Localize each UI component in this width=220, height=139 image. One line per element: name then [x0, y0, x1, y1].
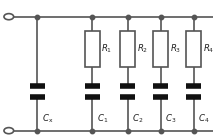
- Text: $C_{1}$: $C_{1}$: [97, 113, 108, 125]
- Bar: [153, 31, 168, 67]
- Bar: [186, 31, 201, 67]
- Bar: [85, 31, 100, 67]
- Text: $R_{1}$: $R_{1}$: [101, 42, 113, 55]
- Text: $R_{2}$: $R_{2}$: [137, 42, 148, 55]
- Text: $C_{\rm x}$: $C_{\rm x}$: [42, 113, 54, 125]
- Text: $C_{4}$: $C_{4}$: [198, 113, 210, 125]
- Text: $R_{3}$: $R_{3}$: [170, 42, 181, 55]
- Circle shape: [4, 128, 14, 134]
- Text: $C_{3}$: $C_{3}$: [165, 113, 177, 125]
- Bar: [120, 31, 135, 67]
- Circle shape: [4, 14, 14, 20]
- Text: $R_{4}$: $R_{4}$: [203, 42, 214, 55]
- Text: $C_{2}$: $C_{2}$: [132, 113, 144, 125]
